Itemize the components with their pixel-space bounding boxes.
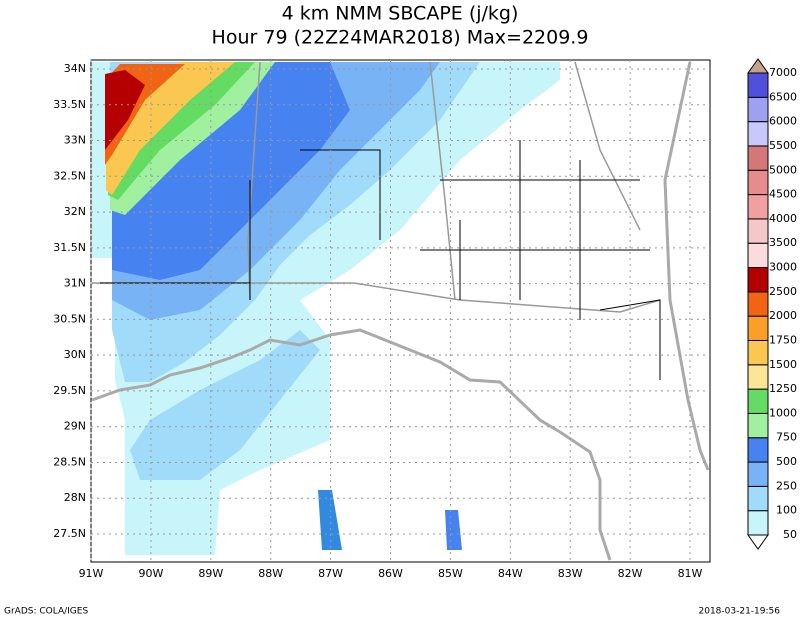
cape-area <box>105 70 145 150</box>
lat-label: 31N <box>64 277 86 290</box>
colorbar-swatch <box>747 437 769 463</box>
colorbar-label: 2000 <box>769 309 797 322</box>
colorbar-swatch <box>747 485 769 512</box>
lat-label: 30N <box>64 348 86 361</box>
colorbar-swatch <box>747 218 769 244</box>
lon-label: 81W <box>678 567 703 580</box>
state-line <box>92 61 661 313</box>
colorbar-label: 6000 <box>769 115 797 128</box>
cape-area <box>445 510 462 550</box>
colorbar-swatch <box>747 267 769 293</box>
lon-label: 91W <box>79 567 104 580</box>
colorbar-label: 1250 <box>769 382 797 395</box>
cape-area <box>130 330 320 480</box>
cape-area <box>108 62 255 200</box>
colorbar-swatch <box>747 194 769 220</box>
colorbar-swatch <box>747 242 769 269</box>
colorbar-label: 4500 <box>769 188 797 201</box>
colorbar-swatch <box>747 291 769 317</box>
county-line <box>100 140 661 380</box>
colorbar-label: 4000 <box>769 212 797 225</box>
lat-label: 34N <box>64 62 86 75</box>
coastline <box>91 328 612 561</box>
colorbar-swatch <box>747 388 769 414</box>
lat-label: 28N <box>64 491 86 504</box>
colorbar-label: 6500 <box>769 90 797 103</box>
lat-label: 32.5N <box>53 169 86 182</box>
lat-label: 30.5N <box>53 312 86 325</box>
colorbar-label: 100 <box>776 504 797 517</box>
colorbar-swatch <box>747 461 769 487</box>
colorbar-label: 3500 <box>769 236 797 249</box>
lat-label: 31.5N <box>53 241 86 254</box>
cape-area <box>112 62 350 280</box>
lat-label: 29.5N <box>53 384 86 397</box>
lon-label: 82W <box>618 567 643 580</box>
colorbar-swatch <box>747 412 769 439</box>
colorbar-label: 1750 <box>769 333 797 346</box>
colorbar-label: 250 <box>776 479 797 492</box>
title-line-1: 4 km NMM SBCAPE (j/kg) <box>282 3 519 25</box>
footer-right: 2018-03-21-19:56 <box>699 607 781 617</box>
lon-label: 88W <box>258 567 283 580</box>
colorbar-label: 5500 <box>769 139 797 152</box>
colorbar-swatch <box>747 364 769 390</box>
map-field <box>90 59 711 563</box>
coastline <box>663 61 710 471</box>
colorbar-swatch <box>747 169 769 196</box>
colorbar-label: 2500 <box>769 285 797 298</box>
colorbar-swatch <box>747 121 769 147</box>
colorbar-label: 5000 <box>769 163 797 176</box>
colorbar-swatch <box>747 72 769 98</box>
lon-label: 89W <box>198 567 223 580</box>
lat-label: 33.5N <box>53 98 86 111</box>
lon-label: 85W <box>438 567 463 580</box>
colorbar-swatch <box>747 315 769 341</box>
lat-label: 27.5N <box>53 527 86 540</box>
colorbar-label: 1500 <box>769 358 797 371</box>
footer-left: GrADS: COLA/IGES <box>4 607 88 617</box>
colorbar-label: 50 <box>783 528 797 541</box>
colorbar-cap <box>747 534 769 550</box>
colorbar-swatch <box>747 339 769 366</box>
lon-label: 83W <box>558 567 583 580</box>
lat-label: 29N <box>64 420 86 433</box>
cape-area <box>318 490 342 550</box>
colorbar-cap <box>747 58 769 74</box>
colorbar-label: 1000 <box>769 406 797 419</box>
lon-label: 90W <box>138 567 163 580</box>
lat-label: 33N <box>64 134 86 147</box>
lon-label: 87W <box>318 567 343 580</box>
colorbar-label: 3000 <box>769 261 797 274</box>
colorbar: 50 100 250 500 750 1000 1250 1500 1750 2000 2500 30… <box>747 58 797 550</box>
lon-label: 86W <box>378 567 403 580</box>
title-line-2: Hour 79 (22Z24MAR2018) Max=2209.9 <box>212 27 589 49</box>
boundaries <box>91 61 710 561</box>
colorbar-label: 750 <box>776 431 797 444</box>
graticule: 34N 33.5N 33N 32.5N 32N 31.5N 31N 30.5N 30N 29.5N… <box>53 60 710 580</box>
colorbar-label: 7000 <box>769 66 797 79</box>
colorbar-swatch <box>747 96 769 123</box>
lat-label: 32N <box>64 205 86 218</box>
lat-label: 28.5N <box>53 455 86 468</box>
lon-label: 84W <box>498 567 523 580</box>
colorbar-swatch <box>747 510 769 536</box>
colorbar-label: 500 <box>776 455 797 468</box>
colorbar-swatch <box>747 145 769 171</box>
